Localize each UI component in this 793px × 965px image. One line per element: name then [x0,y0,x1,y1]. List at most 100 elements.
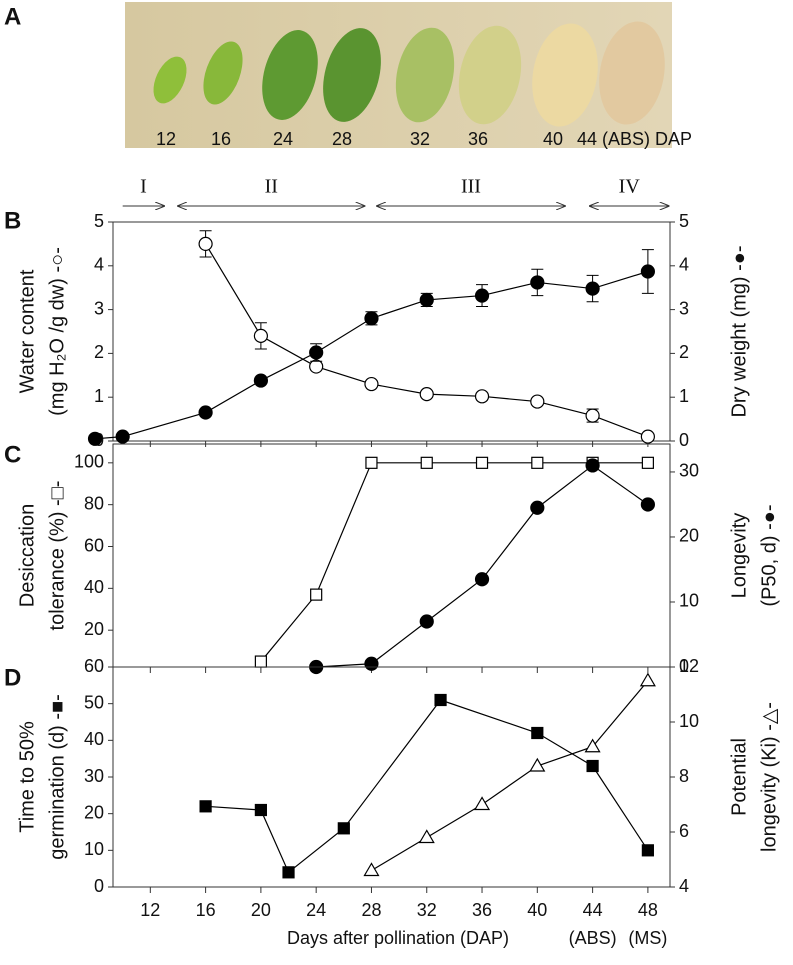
y2-axis-label: Potential [728,738,750,816]
plot-frame [112,221,671,442]
point [363,862,380,877]
y-tick-label: 3 [94,298,104,318]
point [364,311,379,326]
y2-tick-label: 0 [679,430,689,450]
y-axis-label: Water content [16,269,38,393]
seed-label: 44 (ABS) DAP [577,129,692,149]
y-axis-label: tolerance (%) -□- [46,481,68,631]
y2-tick-label: 1 [679,386,689,406]
y2-tick-label: 4 [679,876,689,896]
point [474,288,490,303]
series-line [94,270,649,440]
point [641,844,654,857]
point [585,408,600,423]
y-tick-label: 60 [84,656,104,676]
y-tick-label: 1 [94,386,104,406]
series-line [260,462,648,662]
y2-tick-label: 6 [679,821,689,841]
point [474,572,490,587]
point [474,389,490,404]
y-tick-label: 4 [94,255,104,275]
point [639,672,656,687]
x-tick-label: 32 [417,900,437,920]
point [253,328,268,343]
seed-label: 12 [156,129,176,149]
x-tick-label: 40 [527,900,547,920]
y2-tick-label: 3 [679,298,689,318]
phase-label: IV [619,176,641,198]
y-tick-label: 80 [84,493,104,513]
point [531,726,544,740]
y2-tick-label: 10 [679,591,699,611]
y-axis-label: Desiccation [16,504,38,607]
seed-label: 16 [211,129,231,149]
y-axis-label: (mg H₂O /g dw) -○- [46,247,68,416]
x-tick-label: 28 [361,900,381,920]
panel-label: A [4,3,21,30]
y2-axis-label: Dry weight (mg) -●- [728,245,750,417]
point [530,275,545,290]
x-tick-label: 36 [472,900,492,920]
point [585,281,600,296]
x-note: (ABS) [569,928,617,948]
seed-label: 32 [410,129,430,149]
point [418,829,435,844]
x-tick-label: 16 [196,900,216,920]
series-line [205,243,649,438]
y2-axis-label: (P50, d) -●- [758,504,780,606]
point [584,738,601,753]
x-axis-label: Days after pollination (DAP) [287,928,509,948]
y-tick-label: 50 [84,692,104,712]
point [337,822,350,835]
point [419,292,434,308]
y2-tick-label: 10 [679,711,699,731]
y-tick-label: 0 [94,876,104,896]
y-axis-label: germination (d) -■- [46,694,68,859]
point [198,405,213,420]
y-tick-label: 10 [84,839,104,859]
point [529,757,546,772]
seed-photo [125,2,672,148]
panel-label: D [4,664,21,691]
plot-frame [112,666,671,888]
y-tick-label: 5 [94,211,104,231]
point [530,500,545,515]
point [253,373,268,388]
y-tick-label: 2 [94,342,104,362]
y2-tick-label: 5 [679,211,689,231]
y2-tick-label: 20 [679,526,699,546]
x-tick-label: 20 [251,900,271,920]
point [365,456,378,469]
x-tick-label: 44 [583,900,603,920]
y2-tick-label: 0 [679,656,689,676]
point [640,429,655,444]
seed-label: 40 [543,129,563,149]
phase-label: II [265,176,278,198]
x-tick-label: 12 [140,900,160,920]
point [640,497,655,512]
point [199,800,212,813]
point [87,431,103,446]
point [419,387,434,402]
point [309,359,324,374]
point [282,866,295,879]
x-tick-label: 24 [306,900,326,920]
y2-tick-label: 4 [679,255,689,275]
y-tick-label: 40 [84,729,104,749]
point [419,614,434,629]
phase-label: I [140,176,147,198]
seed-label: 28 [332,129,352,149]
y2-axis-label: longevity (Ki) -△- [758,702,780,852]
point [530,394,545,409]
phase-label: III [461,176,481,198]
point [641,456,654,469]
plot-frame [112,443,671,668]
point [434,693,447,707]
y-tick-label: 40 [84,577,104,597]
series-line [371,680,649,872]
panel-label: B [4,207,21,234]
y-tick-label: 30 [84,766,104,786]
y2-tick-label: 2 [679,342,689,362]
seed-label: 24 [273,129,293,149]
